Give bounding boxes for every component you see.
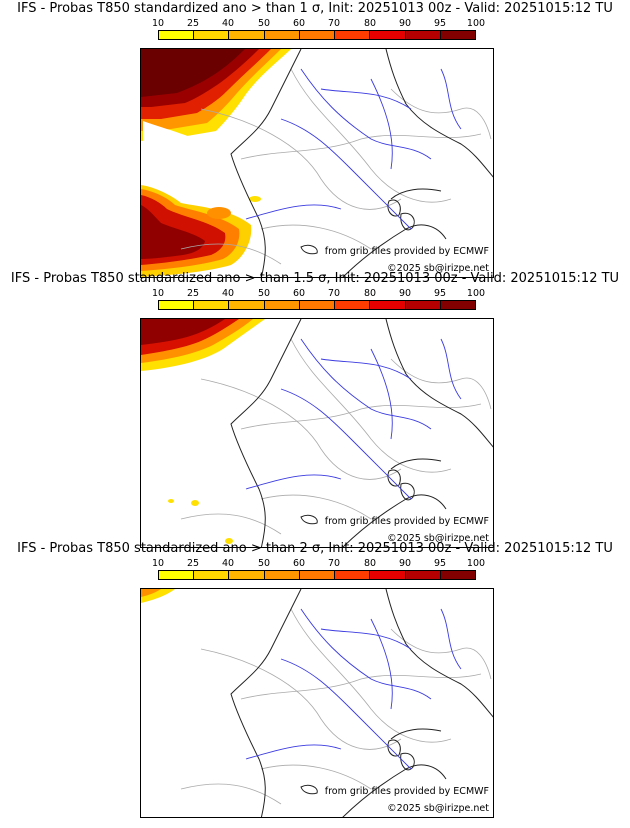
colorbar-tick: 50 bbox=[257, 288, 271, 299]
probability-map: from grib files provided by ECMWF ©2025 … bbox=[140, 318, 494, 548]
colorbar-swatch bbox=[440, 31, 475, 39]
colorbar-swatch bbox=[264, 301, 300, 309]
colorbar-tick: 80 bbox=[363, 558, 377, 569]
colorbar-swatch bbox=[229, 31, 265, 39]
colorbar-swatch bbox=[229, 301, 265, 309]
copyright-notice: ©2025 sb@irizpe.net bbox=[387, 263, 489, 274]
colorbar-tick: 90 bbox=[398, 288, 412, 299]
colorbar-swatch bbox=[264, 571, 300, 579]
data-source-credit: from grib files provided by ECMWF bbox=[324, 516, 489, 527]
map-graphic bbox=[141, 589, 493, 817]
colorbar-tick: 100 bbox=[466, 558, 486, 569]
colorbar-tick: 25 bbox=[186, 558, 200, 569]
colorbar-tick: 40 bbox=[221, 18, 235, 29]
probability-map: from grib files provided by ECMWF ©2025 … bbox=[140, 48, 494, 278]
colorbar-tick: 95 bbox=[433, 558, 447, 569]
borders bbox=[180, 608, 492, 805]
colorbar-swatch bbox=[299, 301, 336, 309]
probability-field bbox=[141, 589, 175, 603]
probability-map: from grib files provided by ECMWF ©2025 … bbox=[140, 588, 494, 818]
colorbar-tick: 90 bbox=[398, 558, 412, 569]
copyright-notice: ©2025 sb@irizpe.net bbox=[387, 533, 489, 544]
colorbar: 10 25 40 50 60 70 80 90 95 100 bbox=[152, 558, 485, 582]
map-panel-2-sigma: IFS - Probas T850 standardized ano > tha… bbox=[0, 540, 630, 818]
coastline-and-country-borders bbox=[230, 589, 493, 817]
colorbar-tick: 60 bbox=[292, 558, 306, 569]
colorbar-swatches bbox=[158, 30, 476, 40]
colorbar-swatch bbox=[194, 301, 230, 309]
colorbar-swatch bbox=[159, 571, 195, 579]
colorbar-tick: 10 bbox=[151, 558, 165, 569]
colorbar-swatch bbox=[335, 301, 371, 309]
colorbar-swatch bbox=[159, 301, 195, 309]
colorbar-tick: 60 bbox=[292, 288, 306, 299]
colorbar-swatch bbox=[159, 31, 195, 39]
colorbar-tick: 100 bbox=[466, 18, 486, 29]
colorbar-tick: 60 bbox=[292, 18, 306, 29]
probability-field bbox=[141, 319, 265, 544]
colorbar-swatch bbox=[335, 31, 371, 39]
panel-title: IFS - Probas T850 standardized ano > tha… bbox=[17, 541, 613, 556]
colorbar-swatch bbox=[194, 31, 230, 39]
colorbar-tick: 80 bbox=[363, 18, 377, 29]
data-source-credit: from grib files provided by ECMWF bbox=[324, 246, 489, 257]
colorbar-tick: 50 bbox=[257, 558, 271, 569]
borders bbox=[180, 68, 492, 265]
colorbar-tick: 25 bbox=[186, 288, 200, 299]
colorbar-swatch bbox=[299, 571, 336, 579]
colorbar-swatches bbox=[158, 570, 476, 580]
colorbar-swatch bbox=[229, 571, 265, 579]
colorbar-tick: 100 bbox=[466, 288, 486, 299]
colorbar-tick: 80 bbox=[363, 288, 377, 299]
map-graphic bbox=[141, 49, 493, 277]
borders bbox=[180, 338, 492, 535]
colorbar-swatches bbox=[158, 300, 476, 310]
panel-title: IFS - Probas T850 standardized ano > tha… bbox=[10, 271, 620, 286]
colorbar-swatch bbox=[370, 301, 406, 309]
colorbar-tick: 70 bbox=[327, 558, 341, 569]
colorbar-tick: 70 bbox=[327, 18, 341, 29]
colorbar-tick: 95 bbox=[433, 18, 447, 29]
data-source-credit: from grib files provided by ECMWF bbox=[324, 786, 489, 797]
colorbar-tick: 70 bbox=[327, 288, 341, 299]
colorbar-swatch bbox=[370, 31, 406, 39]
colorbar: 10 25 40 50 60 70 80 90 95 100 bbox=[152, 18, 485, 42]
colorbar-tick: 40 bbox=[221, 288, 235, 299]
colorbar-swatch bbox=[405, 31, 441, 39]
colorbar: 10 25 40 50 60 70 80 90 95 100 bbox=[152, 288, 485, 312]
probability-field bbox=[141, 49, 291, 277]
coastline-and-country-borders bbox=[230, 49, 493, 277]
colorbar-tick: 50 bbox=[257, 18, 271, 29]
colorbar-tick: 10 bbox=[151, 18, 165, 29]
colorbar-tick: 95 bbox=[433, 288, 447, 299]
colorbar-swatch bbox=[405, 301, 441, 309]
map-graphic bbox=[141, 319, 493, 547]
panel-title: IFS - Probas T850 standardized ano > tha… bbox=[17, 1, 613, 16]
map-panel-1-sigma: IFS - Probas T850 standardized ano > tha… bbox=[0, 0, 630, 278]
colorbar-tick: 10 bbox=[151, 288, 165, 299]
colorbar-swatch bbox=[335, 571, 371, 579]
map-panel-1-5-sigma: IFS - Probas T850 standardized ano > tha… bbox=[0, 270, 630, 548]
colorbar-swatch bbox=[370, 571, 406, 579]
rivers bbox=[245, 338, 462, 500]
rivers bbox=[245, 68, 462, 230]
colorbar-swatch bbox=[405, 571, 441, 579]
coastline-and-country-borders bbox=[230, 319, 493, 547]
colorbar-swatch bbox=[299, 31, 336, 39]
colorbar-swatch bbox=[440, 301, 475, 309]
rivers bbox=[245, 608, 462, 770]
colorbar-tick: 25 bbox=[186, 18, 200, 29]
colorbar-swatch bbox=[264, 31, 300, 39]
copyright-notice: ©2025 sb@irizpe.net bbox=[387, 803, 489, 814]
colorbar-swatch bbox=[194, 571, 230, 579]
colorbar-swatch bbox=[440, 571, 475, 579]
colorbar-tick: 40 bbox=[221, 558, 235, 569]
colorbar-tick: 90 bbox=[398, 18, 412, 29]
